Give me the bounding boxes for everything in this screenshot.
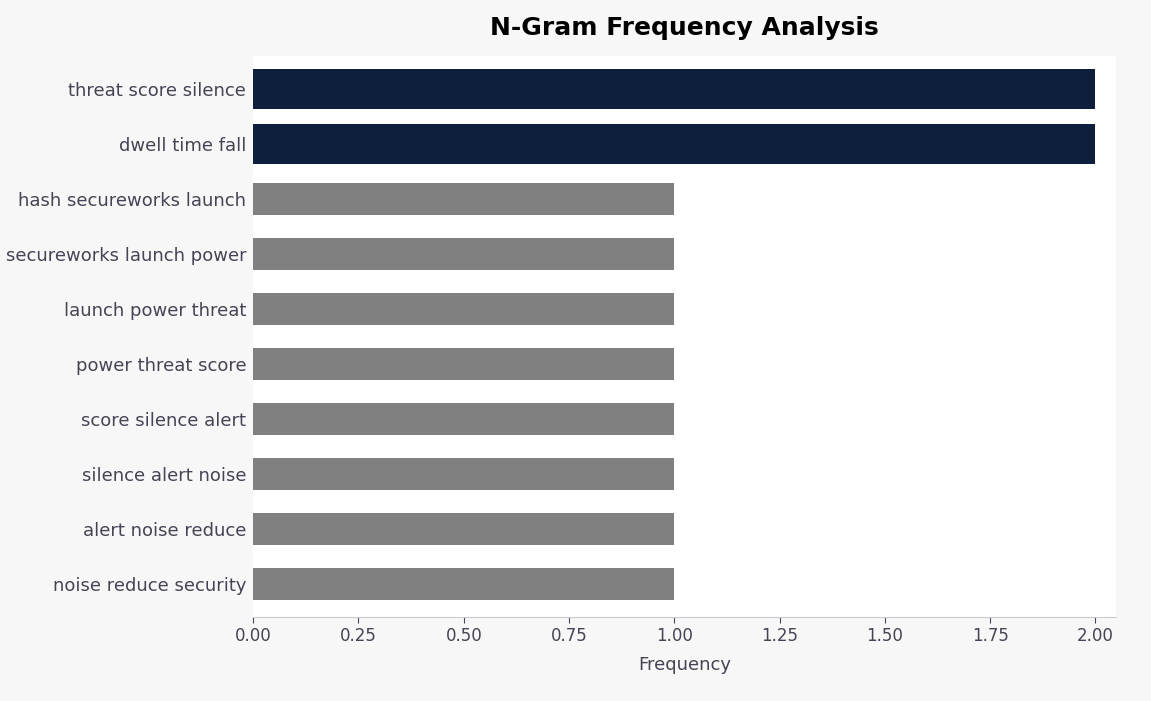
Bar — [253, 183, 674, 215]
Bar — [253, 238, 674, 270]
Bar — [253, 458, 674, 490]
Bar — [253, 513, 674, 545]
Bar — [253, 348, 674, 380]
Bar — [253, 403, 674, 435]
Title: N-Gram Frequency Analysis: N-Gram Frequency Analysis — [490, 16, 879, 40]
Bar — [253, 69, 1096, 109]
X-axis label: Frequency: Frequency — [639, 656, 731, 674]
Bar — [253, 124, 1096, 164]
Bar — [253, 293, 674, 325]
Bar — [253, 568, 674, 600]
